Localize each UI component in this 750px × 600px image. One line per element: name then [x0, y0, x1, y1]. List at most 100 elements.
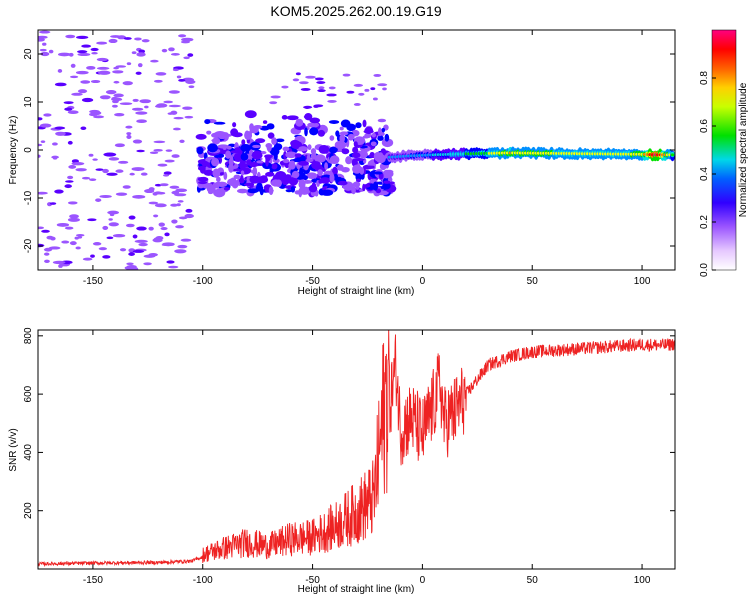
heatmap-cell	[255, 138, 266, 144]
heatmap-cell	[132, 139, 143, 144]
spectrogram-x-tick-label: 0	[420, 276, 426, 287]
heatmap-cell	[292, 78, 300, 82]
heatmap-cell	[324, 162, 328, 170]
heatmap-cell	[102, 168, 109, 174]
heatmap-cell	[108, 218, 113, 221]
heatmap-cell	[46, 235, 54, 240]
heatmap-cell	[105, 90, 117, 95]
heatmap-cell	[267, 132, 275, 139]
spectrogram-y-tick-label: -20	[23, 238, 34, 253]
spectrogram-x-ticks: -150 -100 -50 0 50 100	[83, 30, 651, 287]
heatmap-cell	[216, 176, 221, 183]
heatmap-cell	[249, 126, 259, 134]
heatmap-cell	[307, 122, 320, 128]
heatmap-cell	[180, 40, 191, 44]
heatmap-cell	[174, 249, 187, 254]
heatmap-cell	[271, 179, 281, 186]
heatmap-cell	[244, 110, 257, 119]
heatmap-cell	[372, 97, 378, 101]
heatmap-cell	[118, 160, 129, 164]
heatmap-cell	[92, 158, 98, 161]
heatmap-cell	[144, 105, 149, 109]
heatmap-cell	[232, 122, 237, 128]
heatmap-cell	[38, 243, 45, 248]
snr-x-tick-label: 100	[634, 575, 651, 586]
heatmap-cell	[230, 150, 240, 154]
heatmap-cell	[318, 179, 323, 184]
heatmap-cell	[213, 121, 226, 125]
heatmap-cell	[670, 153, 675, 157]
heatmap-cell	[115, 65, 127, 68]
heatmap-cell	[298, 186, 311, 195]
heatmap-cell	[382, 87, 387, 91]
heatmap-cell	[304, 127, 308, 137]
snr-y-tick-label: 600	[23, 385, 34, 402]
heatmap-cell	[180, 238, 192, 242]
heatmap-cell	[219, 172, 225, 176]
heatmap-cell	[307, 144, 312, 150]
heatmap-cell	[54, 189, 64, 194]
heatmap-cell	[99, 95, 111, 100]
heatmap-cell	[38, 117, 43, 121]
heatmap-cell	[311, 161, 321, 170]
heatmap-cell	[136, 226, 147, 231]
heatmap-cell	[139, 99, 152, 104]
colorbar-ticks: 0.0 0.2 0.4 0.6 0.8	[699, 71, 716, 277]
heatmap-cell	[168, 265, 179, 269]
heatmap-cell	[158, 222, 165, 227]
heatmap-cell	[140, 172, 148, 176]
heatmap-cell	[196, 146, 204, 155]
heatmap-cell	[102, 255, 111, 259]
heatmap-cell	[256, 160, 264, 164]
heatmap-cell	[111, 97, 123, 102]
heatmap-cell	[171, 154, 180, 158]
heatmap-cell	[187, 53, 194, 57]
heatmap-cell	[377, 135, 384, 141]
heatmap-cell	[168, 90, 180, 94]
spectrogram-y-tick-label: 20	[23, 48, 34, 60]
heatmap-cell	[163, 100, 173, 104]
heatmap-cell	[92, 242, 102, 246]
heatmap-cell	[302, 175, 308, 181]
heatmap-cell	[157, 163, 168, 167]
heatmap-cell	[359, 167, 365, 175]
heatmap-cell	[291, 170, 300, 179]
heatmap-cell	[117, 35, 126, 40]
heatmap-cell	[155, 72, 167, 76]
heatmap-cell	[63, 101, 74, 105]
heatmap-cell	[39, 48, 47, 52]
heatmap-cell	[352, 146, 359, 154]
heatmap-cell	[243, 182, 255, 187]
heatmap-cell	[314, 154, 326, 163]
heatmap-cell	[171, 219, 178, 224]
heatmap-cell	[81, 176, 91, 180]
heatmap-cell	[228, 157, 234, 166]
heatmap-cell	[352, 164, 362, 174]
heatmap-cell	[153, 79, 163, 83]
heatmap-cell	[154, 104, 164, 108]
heatmap-cell	[303, 115, 313, 119]
heatmap-cell	[252, 144, 261, 149]
heatmap-cell	[373, 73, 382, 77]
heatmap-cell	[125, 223, 135, 228]
heatmap-cell	[163, 174, 170, 177]
heatmap-cell	[363, 165, 375, 169]
heatmap-cell	[126, 62, 132, 66]
heatmap-cell	[213, 190, 223, 196]
heatmap-cell	[56, 222, 70, 227]
heatmap-cell	[64, 184, 72, 189]
heatmap-cell	[98, 247, 107, 251]
heatmap-cell	[275, 138, 285, 143]
spectrogram-y-ticks: -20 -10 0 10 20	[23, 48, 675, 253]
heatmap-cell	[77, 52, 91, 57]
heatmap-cell	[212, 168, 221, 178]
figure-title: KOM5.2025.262.00.19.G19	[270, 3, 441, 19]
heatmap-cell	[266, 123, 275, 130]
heatmap-cell	[195, 133, 207, 140]
heatmap-cell	[128, 215, 136, 220]
heatmap-cell	[125, 125, 133, 129]
heatmap-cell	[310, 148, 317, 155]
heatmap-cell	[207, 143, 219, 153]
spectrogram-x-tick-label: -50	[305, 276, 320, 287]
heatmap-cell	[48, 246, 61, 250]
